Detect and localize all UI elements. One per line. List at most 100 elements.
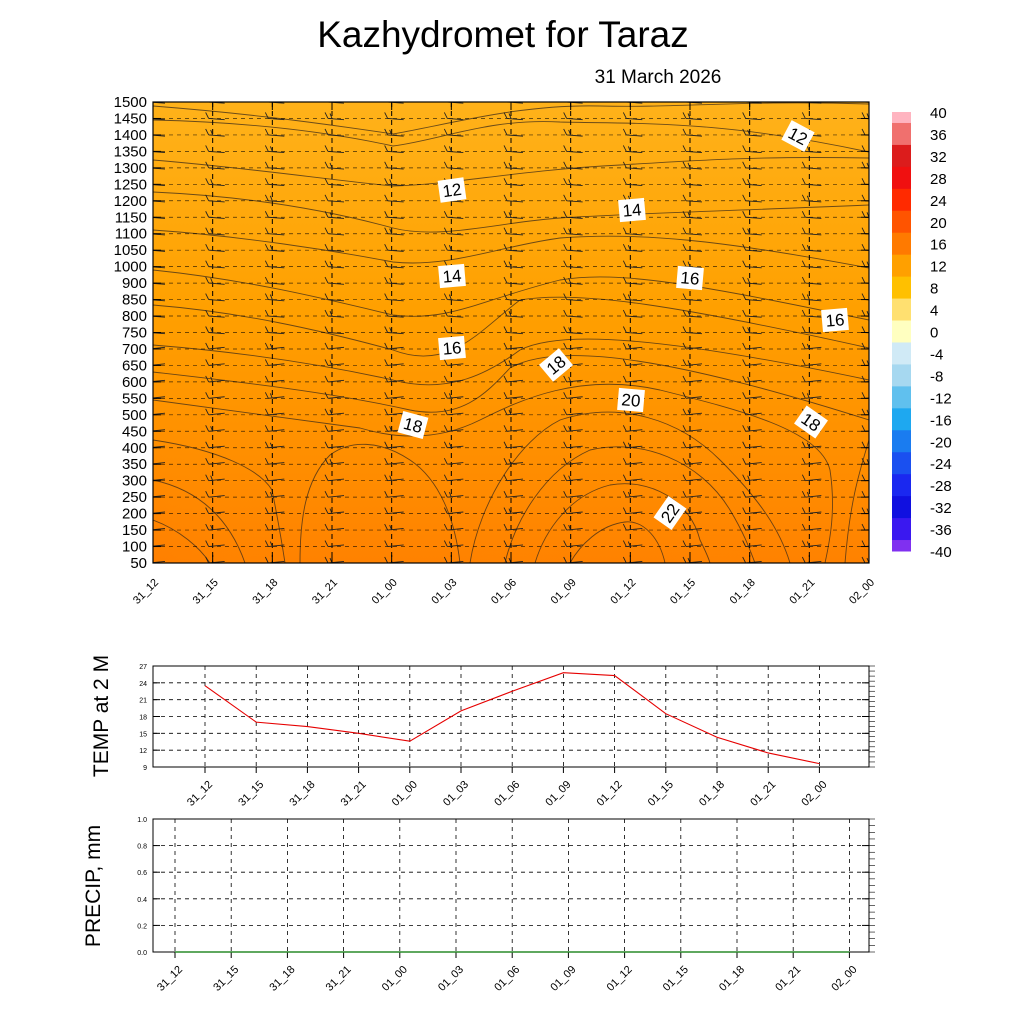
wind-barb-feather	[682, 194, 687, 201]
wind-barb-feather	[503, 260, 508, 267]
wind-barb	[503, 490, 524, 498]
wind-barb-staff	[626, 266, 643, 269]
wind-barb-staff	[327, 379, 345, 383]
wind-barb-staff	[745, 346, 762, 350]
wind-barb-feather	[622, 227, 627, 234]
wind-barb-feather	[324, 392, 329, 399]
wind-barb-staff	[387, 216, 404, 219]
wind-barb-feather	[682, 211, 687, 218]
wind-barb-feather	[563, 425, 568, 432]
wind-barb	[384, 490, 404, 498]
wind-barb-staff	[208, 266, 225, 269]
wind-barb-feather	[205, 507, 210, 514]
wind-barb-feather	[264, 243, 269, 251]
wind-barb-staff	[805, 216, 822, 219]
wind-barb-staff	[566, 134, 583, 137]
wind-barb	[503, 458, 524, 465]
wind-barb	[503, 293, 524, 302]
wind-barb-feather	[205, 441, 210, 448]
wind-barb-feather	[264, 326, 269, 333]
wind-barb	[205, 540, 225, 547]
wind-barb-staff	[566, 462, 583, 465]
wind-barb-feather	[448, 491, 452, 498]
wind-barb	[682, 326, 703, 335]
y-tick-label: 750	[122, 325, 147, 342]
wind-barb	[205, 441, 225, 449]
wind-barb	[503, 375, 524, 383]
colorbar-swatch	[892, 474, 911, 486]
wind-barb-staff	[745, 379, 762, 383]
wind-barb-staff	[387, 528, 404, 531]
colorbar-swatch	[892, 199, 911, 212]
colorbar-label: 0	[930, 325, 938, 342]
wind-barb-staff	[447, 495, 464, 498]
wind-barb-feather	[210, 228, 214, 234]
colorbar-label: -24	[930, 456, 952, 473]
wind-barb-feather	[264, 523, 269, 531]
wind-barb-feather	[568, 129, 572, 136]
wind-barb-feather	[861, 128, 866, 136]
wind-barb-feather	[205, 227, 210, 234]
y-tick-label: 350	[122, 456, 147, 473]
wind-barb	[264, 408, 285, 416]
wind-barb	[563, 293, 583, 302]
wind-barb-feather	[264, 211, 269, 218]
wind-barb-staff	[506, 429, 524, 432]
wind-barb-staff	[685, 379, 703, 383]
wind-barb-feather	[622, 441, 627, 448]
wind-barb-staff	[626, 233, 643, 236]
wind-barb-feather	[387, 102, 388, 103]
colorbar-swatch	[892, 320, 911, 332]
wind-barb	[205, 293, 225, 302]
isotherm-line	[153, 157, 869, 187]
wind-barb-feather	[801, 293, 806, 300]
wind-barb-feather	[384, 326, 389, 333]
wind-barb	[503, 392, 524, 399]
wind-barb	[801, 507, 822, 515]
colorbar-label: 16	[930, 237, 947, 254]
wind-barb-staff	[506, 544, 524, 547]
wind-barb	[443, 408, 464, 416]
wind-barb-feather	[682, 260, 687, 267]
wind-barb	[384, 211, 404, 219]
wind-barb-feather	[742, 243, 747, 251]
colorbar-swatch	[892, 364, 911, 376]
wind-barb-feather	[443, 458, 448, 465]
wind-barb-feather	[384, 523, 389, 531]
wind-barb-feather	[503, 441, 508, 448]
wind-barb-feather	[682, 408, 687, 416]
wind-barb	[742, 260, 762, 269]
wind-barb	[622, 375, 643, 383]
wind-barb-feather	[801, 359, 806, 366]
wind-barb-staff	[268, 429, 285, 432]
wind-barb-feather	[205, 490, 210, 498]
wind-barb-feather	[324, 375, 329, 383]
wind-barb-feather	[503, 128, 508, 136]
y-tick-label: 18	[139, 715, 147, 722]
wind-barb-feather	[384, 260, 389, 267]
wind-barb-feather	[627, 541, 631, 547]
wind-barb-feather	[742, 359, 747, 366]
y-tick-label: 200	[122, 506, 147, 523]
wind-barb-feather	[627, 294, 631, 300]
wind-barb	[742, 507, 762, 515]
wind-barb	[622, 342, 643, 350]
wind-barb	[324, 474, 345, 482]
y-tick-label: 550	[122, 390, 147, 407]
wind-barb	[563, 540, 583, 547]
wind-barb	[682, 474, 703, 482]
wind-barb-staff	[447, 299, 464, 302]
wind-barb-feather	[205, 474, 210, 481]
wind-barb-feather	[747, 475, 751, 481]
wind-barb	[503, 359, 524, 366]
wind-barb-staff	[566, 332, 583, 335]
x-tick-label: 31_15	[191, 577, 221, 607]
wind-barb-staff	[626, 363, 643, 366]
y-tick-label: 650	[122, 357, 147, 374]
wind-barb-feather	[443, 326, 448, 333]
wind-barb-feather	[861, 342, 866, 350]
wind-barb	[205, 243, 225, 252]
wind-barb-staff	[447, 478, 464, 482]
isotherm-contours	[153, 102, 869, 563]
wind-barb-staff	[447, 134, 464, 137]
